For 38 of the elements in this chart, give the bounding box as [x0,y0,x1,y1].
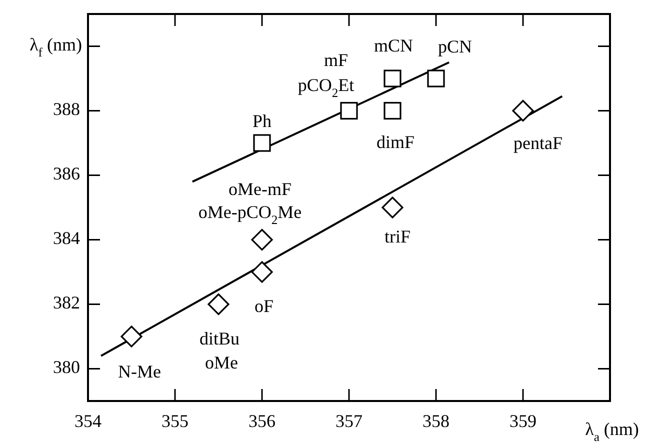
x-tick-label: 356 [248,411,276,432]
point [512,100,534,122]
y-tick-label: 388 [53,98,80,119]
x-axis-title: λ$_{a}$ (nm) [585,419,639,444]
annotation: triF [384,226,411,247]
annotation: pCN [438,36,472,57]
point [384,102,402,120]
point [120,326,142,348]
annotation: pCO$_{2}$Et [298,74,354,100]
annotation: oMe [205,352,238,372]
x-tick-label: 358 [422,411,450,432]
x-tick-label: 357 [336,411,362,432]
point [251,228,273,251]
annotation: dimF [376,132,415,152]
annotation: mCN [374,36,414,56]
y-tick-label: 382 [53,292,80,312]
annotation: pentaF [514,132,562,153]
y-axis-title: λ$_{f}$ (nm) [30,34,82,60]
annotation: oF [254,296,274,316]
point [251,261,273,283]
y-tick-label: 384 [53,228,80,248]
annotation: Ph [252,111,272,132]
annotation: ditBu [199,328,240,348]
annotation: N-Me [118,362,161,382]
point [340,102,358,120]
y-tick-label: 386 [53,163,80,184]
point [382,196,404,218]
point [208,293,230,316]
annotation: oMe-mF [228,178,292,199]
x-tick-label: 359 [510,411,536,432]
annotation: mF [324,50,348,70]
point [384,70,402,88]
annotation: oMe-pCO$_{2}$Me [198,202,302,227]
point [253,134,271,152]
x-tick-label: 355 [162,411,188,432]
x-tick-label: 354 [74,411,102,432]
y-tick-label: 380 [53,356,80,377]
point [427,70,445,88]
